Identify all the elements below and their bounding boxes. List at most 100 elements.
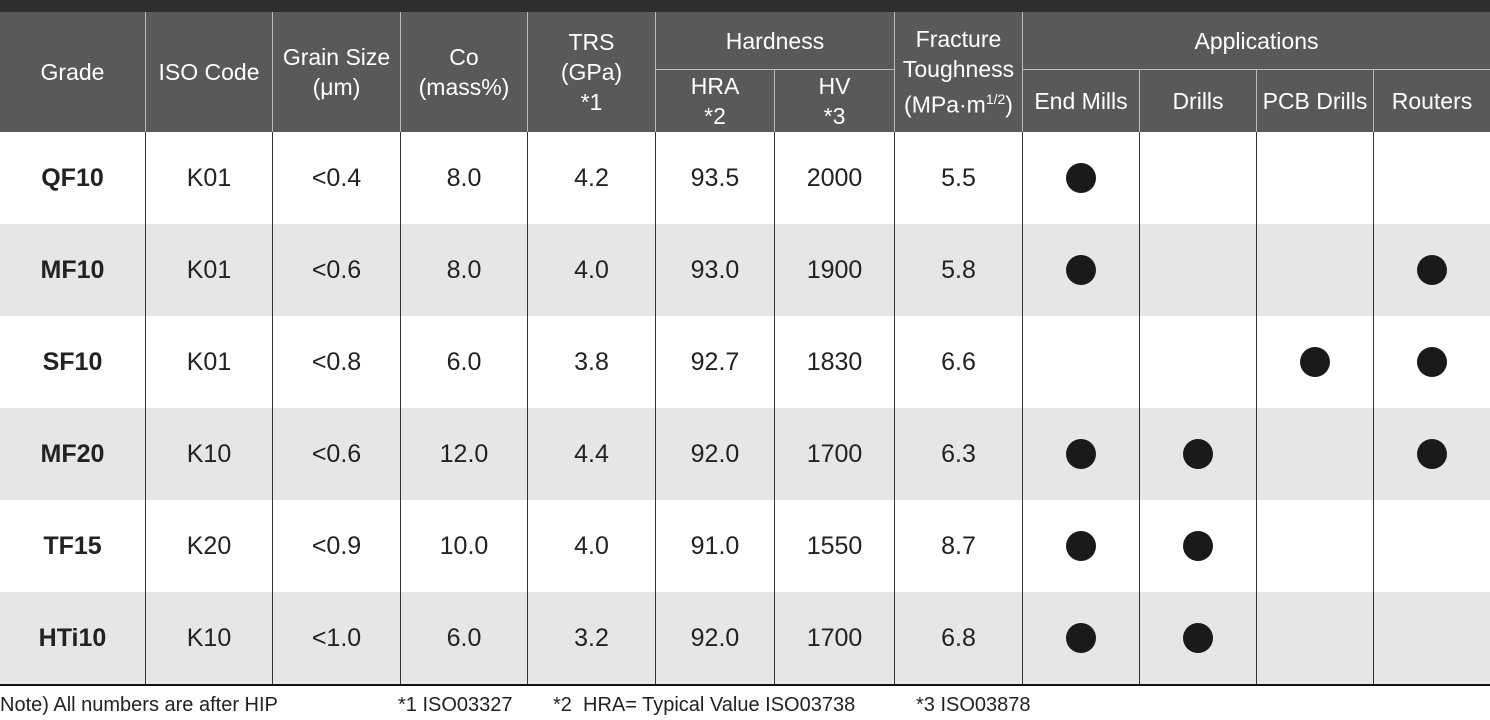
group-header: Applications <box>1022 12 1490 70</box>
cell-text: 3.8 <box>574 348 609 376</box>
application-cell <box>1022 132 1139 224</box>
application-dot <box>1300 347 1330 377</box>
cell-text: 93.5 <box>690 164 740 192</box>
data-cell: 8.0 <box>400 132 527 224</box>
data-cell: 1900 <box>774 224 894 316</box>
cell-text: 4.2 <box>574 164 609 192</box>
header-line: Drills <box>1172 86 1223 116</box>
column-header: TRS (GPa) *1 <box>527 12 655 132</box>
unit-text: ) <box>1005 91 1013 118</box>
data-cell: K10 <box>145 592 272 684</box>
cell-text: 1700 <box>806 624 863 652</box>
data-cell: 92.0 <box>655 592 774 684</box>
cell-text: <0.6 <box>311 440 362 468</box>
cell-text: 6.8 <box>941 624 976 652</box>
application-cell <box>1022 500 1139 592</box>
data-cell: 6.0 <box>400 592 527 684</box>
data-cell: 6.6 <box>894 316 1022 408</box>
cell-text: 91.0 <box>690 532 740 560</box>
application-cell <box>1139 500 1256 592</box>
header-line: Co <box>449 42 478 72</box>
header-line: Fracture <box>916 24 1002 54</box>
cell-text: K10 <box>186 440 232 468</box>
grade-text: HTi10 <box>38 624 107 652</box>
cell-text: 5.5 <box>941 164 976 192</box>
application-cell <box>1139 592 1256 684</box>
application-cell <box>1373 132 1490 224</box>
row-band <box>0 408 1490 500</box>
data-cell: 92.7 <box>655 316 774 408</box>
header-text: *2 <box>704 103 726 129</box>
footnote: *1 ISO03327 <box>398 694 513 716</box>
grade-text: SF10 <box>42 348 103 376</box>
application-cell <box>1256 592 1373 684</box>
cell-text: 6.0 <box>446 624 482 652</box>
application-dot <box>1066 255 1096 285</box>
data-cell: 10.0 <box>400 500 527 592</box>
application-cell <box>1256 500 1373 592</box>
row-band <box>0 224 1490 316</box>
application-cell <box>1022 408 1139 500</box>
footnote: *3 ISO03878 <box>916 694 1031 716</box>
cell-text: K20 <box>186 532 232 560</box>
data-cell: K10 <box>145 408 272 500</box>
unit-exponent: 1/2 <box>985 91 1006 108</box>
row-band <box>0 500 1490 592</box>
data-cell: <0.6 <box>272 224 400 316</box>
application-dot <box>1417 439 1447 469</box>
data-cell: <1.0 <box>272 592 400 684</box>
cell-text: 1700 <box>806 440 863 468</box>
grade-text: MF20 <box>40 440 105 468</box>
data-cell: 93.5 <box>655 132 774 224</box>
application-cell <box>1373 224 1490 316</box>
application-dot <box>1066 439 1096 469</box>
header-line: Grade <box>41 57 105 87</box>
column-header: Grain Size (μm) <box>272 12 400 132</box>
header-text: Fracture <box>915 26 1002 53</box>
data-cell: 5.8 <box>894 224 1022 316</box>
cell-text: 6.0 <box>446 348 482 376</box>
data-cell: 4.4 <box>527 408 655 500</box>
header-line: End Mills <box>1034 86 1127 116</box>
application-cell <box>1139 132 1256 224</box>
data-cell: 3.8 <box>527 316 655 408</box>
header-text: (mass%) <box>418 74 510 100</box>
header-text: End Mills <box>1034 88 1128 114</box>
header-text: Routers <box>1391 88 1473 114</box>
group-header: Hardness <box>655 12 894 70</box>
data-cell: 8.0 <box>400 224 527 316</box>
header-line: (μm) <box>313 72 361 102</box>
footnote: *2 HRA= Typical Value ISO03738 <box>553 694 856 716</box>
header-line: Grain Size <box>283 42 390 72</box>
application-cell <box>1373 316 1490 408</box>
cell-text: 1830 <box>806 348 863 376</box>
data-cell: 12.0 <box>400 408 527 500</box>
cell-text: 92.7 <box>690 348 740 376</box>
cell-text: 92.0 <box>690 624 740 652</box>
data-cell: 1830 <box>774 316 894 408</box>
grade-cell: MF20 <box>0 408 145 500</box>
data-cell: 1550 <box>774 500 894 592</box>
row-band <box>0 316 1490 408</box>
application-dot <box>1066 531 1096 561</box>
data-cell: 2000 <box>774 132 894 224</box>
row-band <box>0 592 1490 684</box>
header-text: PCB Drills <box>1262 88 1368 114</box>
application-dot <box>1417 347 1447 377</box>
column-header: Grade <box>0 12 145 132</box>
header-line: Toughness <box>903 54 1014 84</box>
row-band <box>0 132 1490 224</box>
sub-header: Routers <box>1373 70 1490 132</box>
application-cell <box>1373 500 1490 592</box>
data-cell: 93.0 <box>655 224 774 316</box>
bottom-rule <box>0 683 1490 686</box>
application-dot <box>1183 623 1213 653</box>
column-header: ISO Code <box>145 12 272 132</box>
header-line: HV <box>819 71 851 101</box>
group-header-text: Applications <box>1194 27 1319 54</box>
application-dot <box>1183 531 1213 561</box>
sub-header: End Mills <box>1022 70 1139 132</box>
data-cell: 4.0 <box>527 500 655 592</box>
data-cell: 6.0 <box>400 316 527 408</box>
